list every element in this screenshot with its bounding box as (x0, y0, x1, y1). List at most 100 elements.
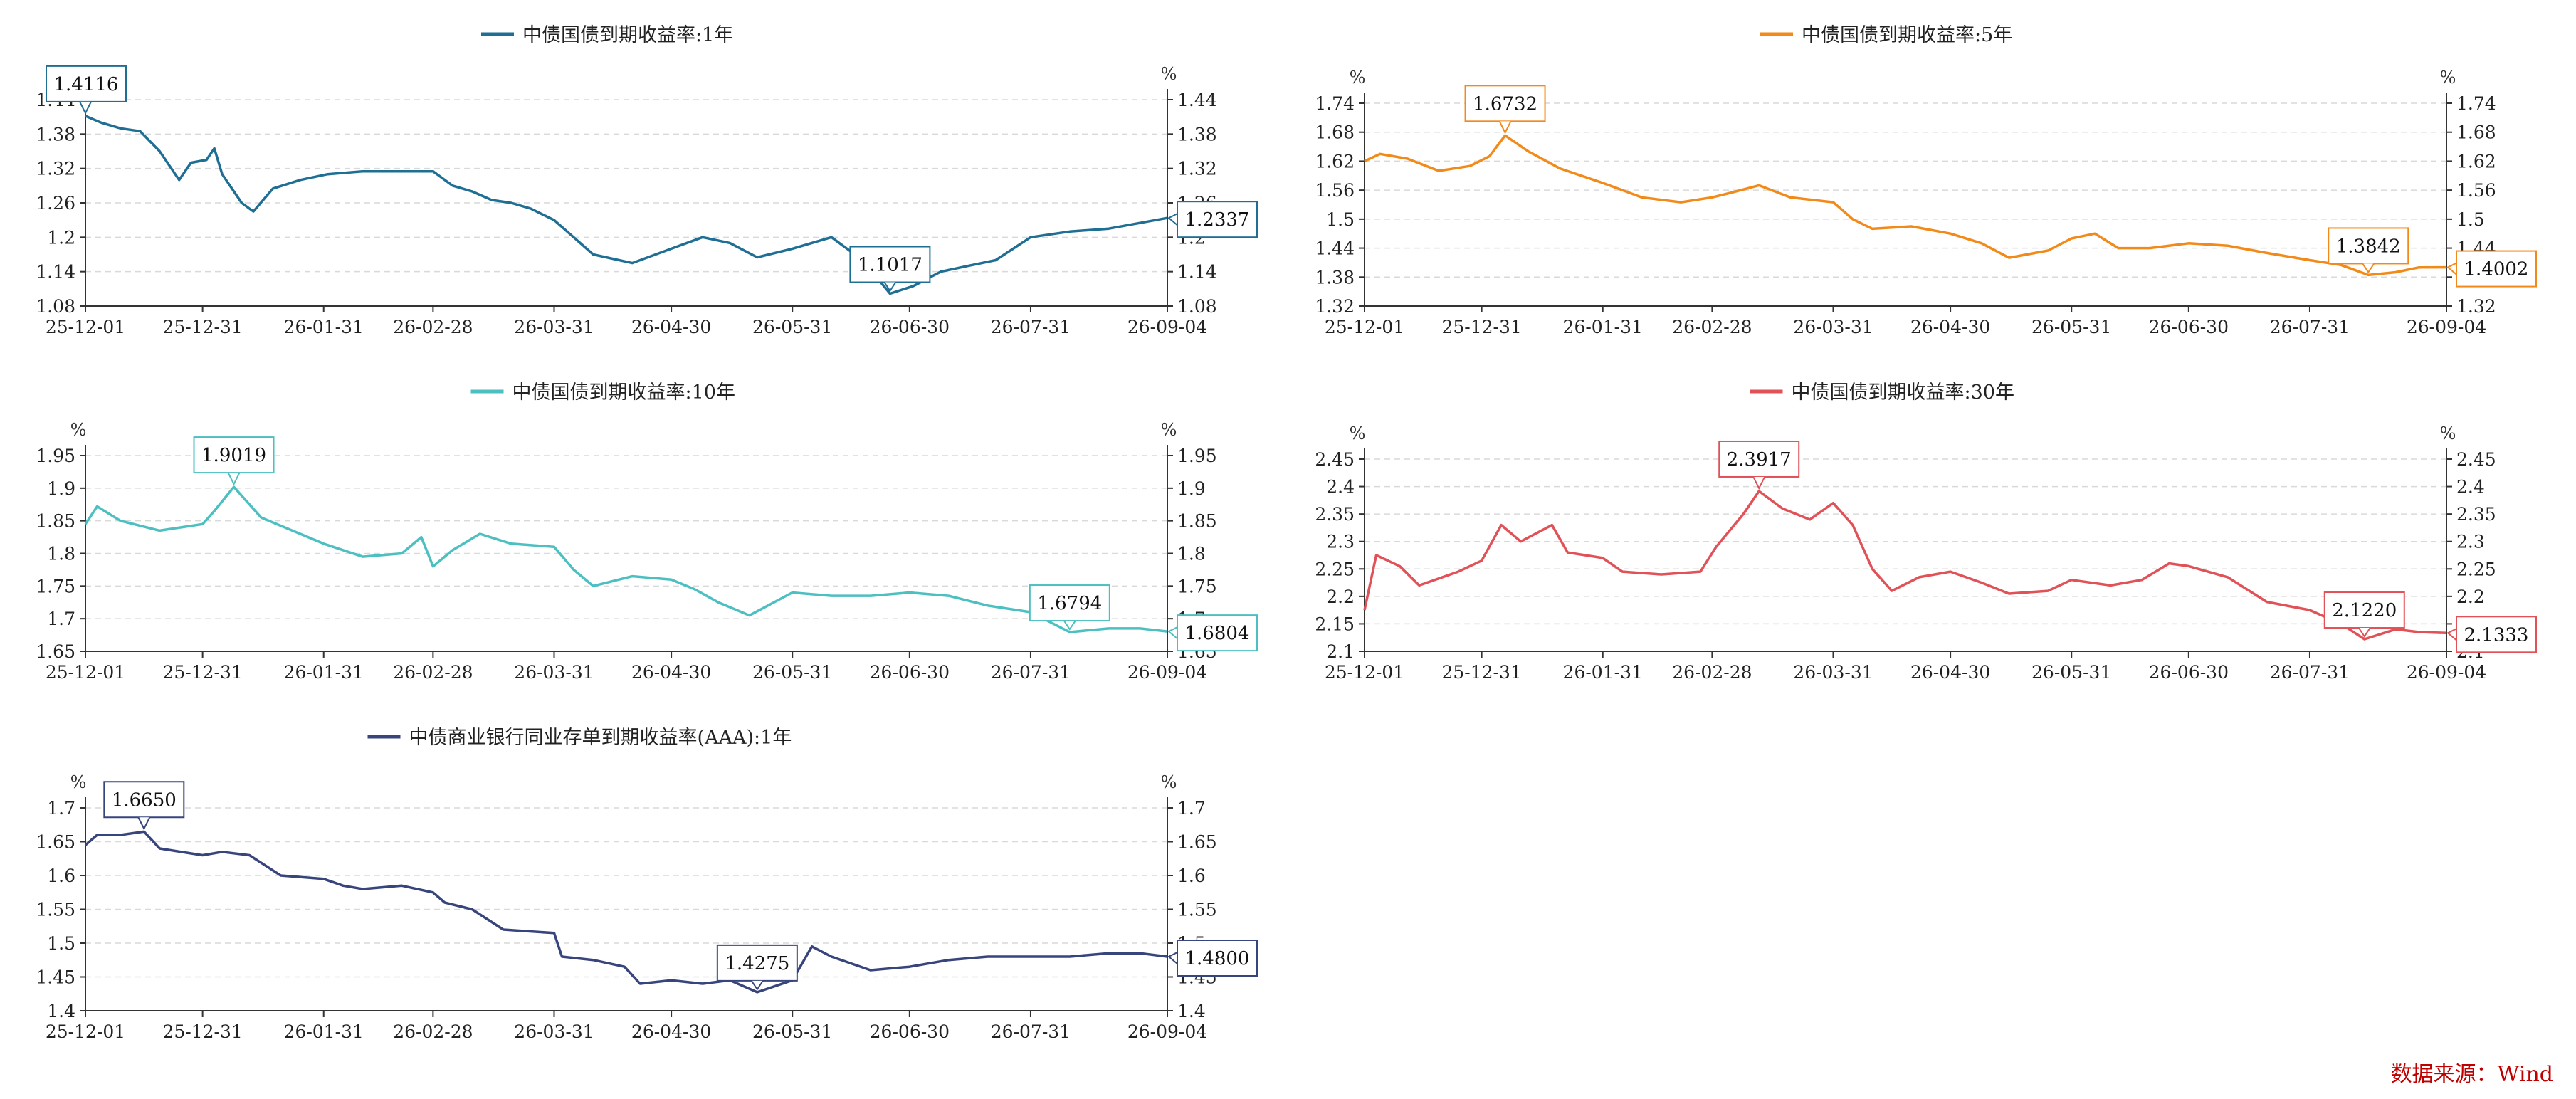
x-tick-label: 25-12-01 (46, 662, 125, 683)
y-tick-label-right: 1.7 (1177, 798, 1206, 819)
y-tick-label-left: 2.4 (1326, 477, 1355, 498)
y-tick-label-right: 1.08 (1177, 296, 1217, 317)
x-tick-label: 26-09-04 (1127, 317, 1207, 337)
chart-3: 中债国债到期收益率:30年%%2.12.12.152.152.22.22.252… (1315, 382, 2537, 683)
x-tick-label: 26-04-30 (1910, 662, 1990, 683)
y-tick-label-left: 1.7 (47, 798, 75, 819)
annotation-pointer (2446, 628, 2457, 641)
y-tick-label-left: 1.08 (36, 296, 75, 317)
x-tick-label: 26-01-31 (284, 317, 364, 337)
annotation-box (1029, 584, 1110, 622)
x-tick-label: 25-12-01 (1325, 662, 1404, 683)
x-tick-label: 26-06-30 (870, 662, 950, 683)
annotation-pointer (1167, 213, 1178, 226)
annotation-callout: 2.1333 (2446, 616, 2537, 653)
annotation-box (849, 246, 931, 283)
x-tick-label: 26-02-28 (1672, 662, 1752, 683)
annotation-pointer (227, 472, 241, 486)
y-tick-label-left: 1.68 (1315, 122, 1355, 143)
annotation-box (1718, 440, 1800, 478)
y-tick-label-left: 1.7 (47, 609, 75, 629)
y-tick-label-right: 2.35 (2456, 504, 2496, 525)
chart-2: 中债国债到期收益率:10年%%1.651.651.71.71.751.751.8… (36, 382, 1258, 683)
series-line (84, 485, 1168, 633)
x-tick-label: 26-05-31 (2031, 662, 2111, 683)
x-tick-label: 26-05-31 (2031, 317, 2111, 337)
y-tick-label-left: 2.45 (1315, 449, 1355, 470)
x-tick-label: 26-01-31 (1563, 317, 1643, 337)
annotation-label: 1.4800 (1185, 948, 1250, 969)
annotation-callout: 1.4800 (1167, 940, 1258, 977)
annotation-pointer (2446, 262, 2457, 275)
x-tick-label: 25-12-01 (46, 317, 125, 337)
x-tick-label: 26-09-04 (1127, 662, 1207, 683)
annotation-callout: 1.6794 (1029, 584, 1110, 631)
y-tick-label-right: 1.55 (1177, 900, 1217, 920)
annotation-callout: 2.3917 (1718, 440, 1800, 490)
y-tick-label-right: 2.4 (2456, 477, 2485, 498)
annotation-box (1177, 614, 1258, 652)
x-tick-label: 25-12-31 (162, 317, 242, 337)
x-tick-label: 26-06-30 (2149, 317, 2229, 337)
x-tick-label: 26-04-30 (1910, 317, 1990, 337)
x-tick-label: 26-03-31 (514, 662, 594, 683)
y-tick-label-right: 1.6 (1177, 866, 1206, 886)
chart-0: 中债国债到期收益率:1年%%1.081.081.141.141.21.21.26… (36, 24, 1258, 337)
y-tick-label-right: 2.3 (2456, 532, 2485, 552)
annotation-box (2456, 250, 2537, 288)
annotation-label: 1.6732 (1473, 93, 1537, 115)
x-tick-label: 26-06-30 (2149, 662, 2229, 683)
y-tick-label-right: 1.95 (1177, 446, 1217, 466)
annotation-callout: 1.4116 (46, 65, 127, 115)
annotation-callout: 1.6650 (103, 781, 185, 831)
annotation-callout: 1.2337 (1167, 201, 1258, 238)
y-tick-label-left: 2.1 (1326, 641, 1355, 662)
annotation-callout: 1.9019 (193, 436, 275, 486)
annotation-callout: 1.4275 (716, 944, 798, 991)
annotation-callout: 1.1017 (849, 246, 931, 293)
x-tick-label: 25-12-01 (46, 1021, 125, 1042)
annotation-box (2323, 591, 2405, 629)
y-tick-label-right: 1.74 (2456, 93, 2496, 114)
y-tick-label-right: 1.85 (1177, 511, 1217, 532)
unit-right: % (1161, 772, 1177, 792)
annotation-label: 1.2337 (1185, 209, 1250, 231)
y-tick-label-right: 1.14 (1177, 262, 1217, 283)
y-tick-label-right: 1.32 (2456, 296, 2496, 317)
x-tick-label: 26-07-31 (2270, 317, 2350, 337)
annotation-callout: 1.6804 (1167, 614, 1258, 652)
x-tick-label: 26-02-28 (393, 662, 473, 683)
annotation-box (2456, 616, 2537, 653)
annotation-box (1464, 85, 1546, 122)
unit-left: % (70, 420, 87, 440)
y-tick-label-left: 1.9 (47, 478, 75, 499)
y-tick-label-right: 1.32 (1177, 159, 1217, 179)
y-tick-label-right: 1.44 (1177, 90, 1217, 110)
y-tick-label-left: 1.14 (36, 262, 75, 283)
y-tick-label-left: 1.74 (1315, 93, 1355, 114)
annotation-label: 1.1017 (858, 255, 922, 276)
x-tick-label: 26-03-31 (1793, 317, 1873, 337)
y-tick-label-right: 1.5 (2456, 209, 2485, 230)
unit-right: % (1161, 64, 1177, 84)
annotation-pointer (750, 980, 764, 991)
annotation-label: 1.6650 (112, 789, 177, 811)
unit-right: % (2440, 68, 2456, 88)
chart-4: 中债商业银行同业存单到期收益率(AAA):1年% %1.4 1.41.45 1.451… (36, 727, 1258, 1042)
x-tick-label: 26-07-31 (991, 317, 1071, 337)
y-tick-label-left: 1.65 (36, 641, 75, 662)
x-tick-label: 26-01-31 (284, 662, 364, 683)
legend-label: 中债国债到期收益率:5年 (1802, 24, 2012, 46)
unit-right: % (2440, 424, 2456, 443)
x-tick-label: 26-01-31 (1563, 662, 1643, 683)
x-tick-label: 26-04-30 (631, 317, 711, 337)
annotation-label: 1.4116 (54, 74, 119, 95)
y-tick-label-left: 1.45 (36, 967, 75, 988)
y-tick-label-left: 2.25 (1315, 559, 1355, 579)
y-tick-label-left: 1.2 (47, 227, 75, 248)
x-tick-label: 26-04-30 (631, 1021, 711, 1042)
annotation-label: 1.6794 (1037, 593, 1102, 614)
y-tick-label-right: 1.65 (1177, 832, 1217, 853)
y-tick-label-right: 1.56 (2456, 180, 2496, 201)
